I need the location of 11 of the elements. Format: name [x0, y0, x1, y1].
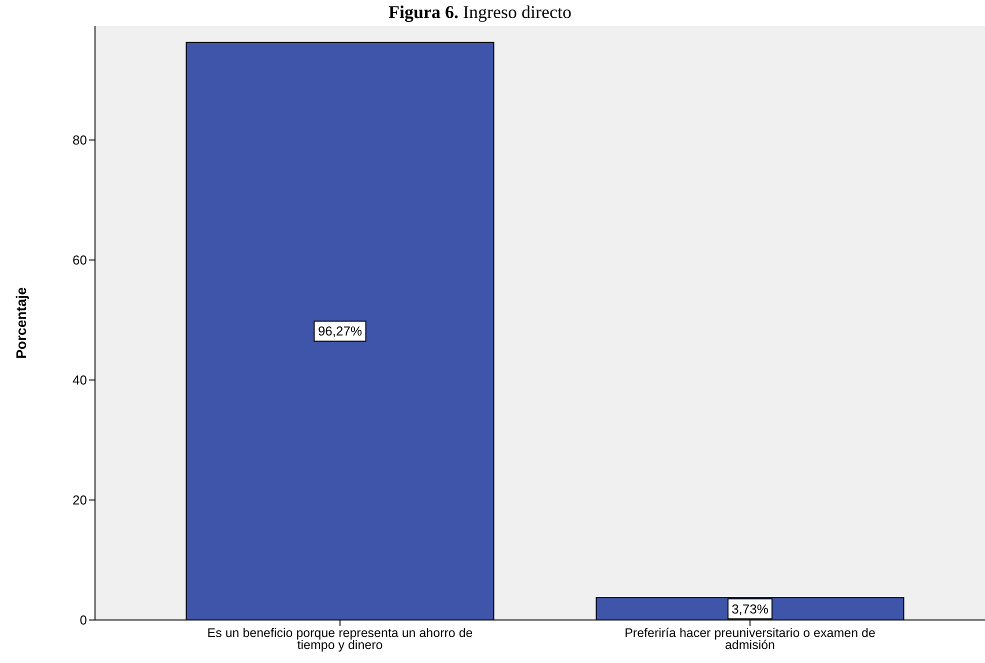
- y-tick-label: 60: [72, 252, 87, 268]
- x-tick-label: Es un beneficio porque representa un ahorro de tiempo y dinero: [207, 626, 473, 652]
- x-tick-label: Preferiría hacer preuniversitario o examen de admisión: [624, 626, 876, 652]
- y-axis-title: Porcentaje: [13, 286, 29, 359]
- y-tick-label: 0: [80, 612, 87, 628]
- y-tick-label: 20: [72, 492, 87, 508]
- chart-title: Figura 6. Ingreso directo: [388, 2, 572, 22]
- data-label: 96,27%: [318, 324, 362, 339]
- data-label: 3,73%: [732, 601, 769, 616]
- y-tick-label: 80: [72, 132, 87, 148]
- y-tick-label: 40: [72, 372, 87, 388]
